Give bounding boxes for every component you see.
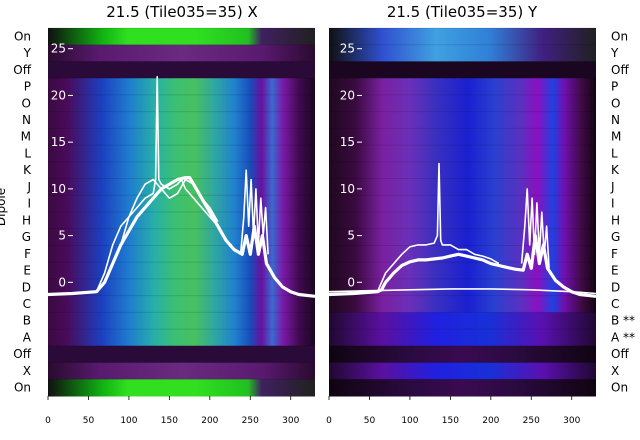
dipole-label: F bbox=[611, 247, 618, 261]
heatmap-band bbox=[48, 61, 315, 79]
x-tick-label: 250 bbox=[523, 416, 540, 426]
dipole-label: J bbox=[26, 180, 31, 194]
dipole-label: On bbox=[611, 381, 628, 395]
dipole-label: Y bbox=[610, 46, 619, 60]
heatmap-band bbox=[329, 44, 596, 62]
heatmap-band bbox=[329, 312, 596, 347]
x-tick-label: 0 bbox=[326, 416, 332, 426]
x-tick-label: 300 bbox=[563, 416, 580, 426]
x-tick-label: 50 bbox=[364, 416, 376, 426]
dipole-label: I bbox=[611, 197, 615, 211]
dipole-label: On bbox=[14, 381, 31, 395]
dipole-label: F bbox=[24, 247, 31, 261]
dipole-label: Off bbox=[13, 347, 31, 361]
x-tick-label: 0 bbox=[45, 416, 51, 426]
dipole-label: K bbox=[611, 163, 620, 177]
dipole-label: L bbox=[611, 146, 618, 160]
dipole-label: J bbox=[610, 180, 615, 194]
heatmap-band bbox=[48, 345, 315, 364]
overlay-tick-label: 15 bbox=[340, 135, 355, 149]
dipole-label: A bbox=[23, 330, 32, 344]
dipole-label: Off bbox=[611, 63, 629, 77]
overlay-tick-label: 5 bbox=[347, 229, 355, 243]
overlay-series-line bbox=[95, 75, 219, 293]
overlay-series-line bbox=[239, 169, 269, 255]
dipole-label: P bbox=[611, 80, 618, 94]
dipole-label: C bbox=[611, 297, 619, 311]
heatmap-panel-x: 21.5 (Tile035=35) X On Y Off PONMLKJIHGFEDCB… bbox=[0, 3, 316, 426]
overlay-tick-label: 25 bbox=[340, 42, 355, 56]
overlay-series-line bbox=[520, 188, 550, 269]
dipole-label: X bbox=[611, 364, 619, 378]
heatmap-band bbox=[329, 379, 596, 397]
x-tick-label: 100 bbox=[120, 416, 137, 426]
dipole-label: L bbox=[24, 146, 31, 160]
heatmap-band bbox=[48, 379, 315, 397]
x-tick-label: 100 bbox=[401, 416, 418, 426]
dipole-label: D bbox=[22, 280, 31, 294]
dipole-label: G bbox=[611, 230, 620, 244]
x-tick-label: 200 bbox=[201, 416, 218, 426]
x-tick-label: 300 bbox=[282, 416, 299, 426]
overlay-series-line bbox=[120, 178, 219, 246]
dipole-label: G bbox=[22, 230, 31, 244]
overlay-tick-label: 20 bbox=[51, 88, 66, 102]
heatmap-band bbox=[329, 345, 596, 364]
overlay-series-line bbox=[328, 288, 597, 295]
dipole-label: N bbox=[611, 113, 620, 127]
dipole-label: H bbox=[22, 213, 31, 227]
dipole-label: B ** bbox=[611, 314, 635, 328]
overlay-tick-label: 10 bbox=[340, 182, 355, 196]
dipole-label: O bbox=[611, 96, 620, 110]
x-tick-label: 50 bbox=[83, 416, 95, 426]
dipole-label: On bbox=[14, 29, 31, 43]
dipole-label: D bbox=[611, 280, 620, 294]
dipole-label: Off bbox=[13, 63, 31, 77]
dipole-label: Off bbox=[611, 347, 629, 361]
x-tick-label: 150 bbox=[161, 416, 178, 426]
dipole-label: On bbox=[611, 29, 628, 43]
overlay-tick-label: 25 bbox=[51, 42, 66, 56]
dipole-label: Y bbox=[23, 46, 32, 60]
chart-title: 21.5 (Tile035=35) X bbox=[106, 3, 257, 21]
heatmap-band bbox=[48, 329, 315, 347]
dipole-label: A ** bbox=[611, 330, 635, 344]
heatmap-band bbox=[329, 28, 596, 46]
heatmap-band bbox=[329, 61, 596, 79]
heatmap-band bbox=[48, 28, 315, 46]
overlay-tick-label: 20 bbox=[340, 88, 355, 102]
dipole-label: B bbox=[23, 314, 31, 328]
heatmap-band bbox=[48, 44, 315, 62]
x-tick-label: 150 bbox=[442, 416, 459, 426]
heatmap-band bbox=[329, 362, 596, 380]
overlay-series-line bbox=[328, 234, 597, 298]
dipole-label: N bbox=[22, 113, 31, 127]
dipole-label: M bbox=[611, 130, 621, 144]
overlay-tick-label: 15 bbox=[51, 135, 66, 149]
overlay-tick-label: 5 bbox=[58, 229, 66, 243]
chart-title: 21.5 (Tile035=35) Y bbox=[387, 3, 538, 21]
dipole-label: X bbox=[23, 364, 31, 378]
dipole-label: C bbox=[23, 297, 31, 311]
dipole-label: E bbox=[611, 264, 619, 278]
overlay-tick-label: 0 bbox=[58, 275, 66, 289]
heatmap-band bbox=[48, 362, 315, 380]
overlay-series-line bbox=[376, 162, 500, 293]
dipole-label: E bbox=[23, 264, 31, 278]
y-axis-label: Dipole bbox=[0, 188, 8, 226]
heatmap-band bbox=[48, 78, 315, 330]
x-tick-label: 200 bbox=[482, 416, 499, 426]
x-tick-label: 250 bbox=[242, 416, 259, 426]
dipole-label: M bbox=[21, 130, 31, 144]
dipole-label: I bbox=[27, 197, 31, 211]
dipole-label: P bbox=[24, 80, 31, 94]
dipole-label: O bbox=[22, 96, 31, 110]
overlay-tick-label: 10 bbox=[51, 182, 66, 196]
dipole-label: H bbox=[611, 213, 620, 227]
dipole-label: K bbox=[23, 163, 32, 177]
overlay-tick-label: 0 bbox=[347, 275, 355, 289]
heatmap-panel-y: 21.5 (Tile035=35) Y On Y Off PONMLKJIHGFEDCB… bbox=[326, 3, 635, 426]
